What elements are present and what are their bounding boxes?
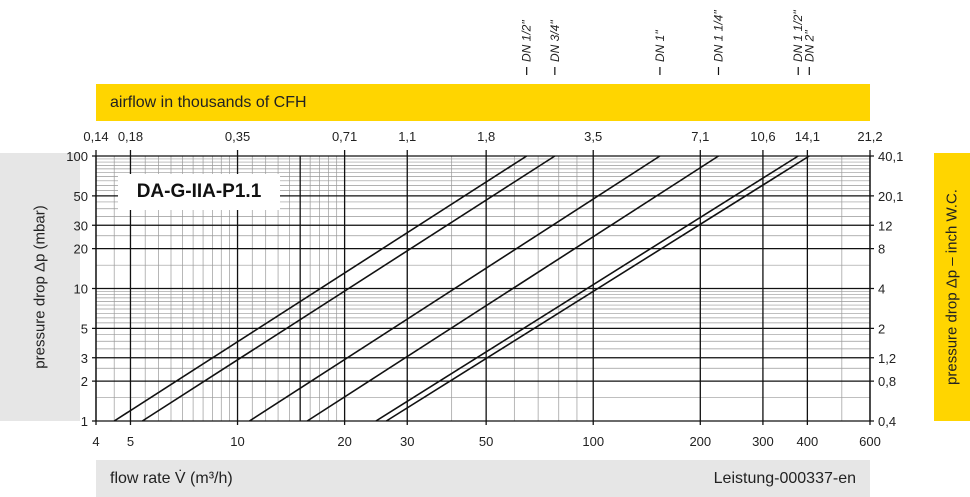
x-tick-label: 50 — [479, 434, 493, 449]
x-tick-label: 400 — [797, 434, 819, 449]
y-tick-label: 1 — [81, 414, 88, 429]
series-line — [385, 155, 810, 422]
x-tick-label: 300 — [752, 434, 774, 449]
y2-tick-label: 8 — [878, 242, 885, 257]
series-label: DN 3/4" — [548, 20, 562, 62]
x2-tick-label: 10,6 — [750, 129, 775, 144]
x2-tick-label: 21,2 — [857, 129, 882, 144]
x-tick-label: 600 — [859, 434, 881, 449]
y-axis-label-box: pressure drop Δp (mbar) — [0, 153, 80, 421]
x-tick-label: 10 — [230, 434, 244, 449]
series-label: DN 1" — [653, 30, 667, 62]
document-code: Leistung-000337-en — [713, 470, 856, 487]
chart-title: DA-G-IIA-P1.1 — [118, 174, 280, 210]
x2-tick-label: 3,5 — [584, 129, 602, 144]
series-line — [141, 155, 556, 422]
x2-tick-label: 14,1 — [795, 129, 820, 144]
y2-axis-label-box: pressure drop Δp – inch W.C. — [934, 153, 970, 421]
x2-tick-label: 0,35 — [225, 129, 250, 144]
y-tick-label: 20 — [74, 242, 88, 257]
x2-tick-label: 0,14 — [83, 129, 108, 144]
x-tick-label: 5 — [127, 434, 134, 449]
series-label: DN 1/2" — [520, 20, 534, 62]
series-line — [375, 155, 799, 422]
x2-tick-label: 1,1 — [398, 129, 416, 144]
y-tick-label: 30 — [74, 218, 88, 233]
x2-tick-label: 7,1 — [691, 129, 709, 144]
series-line — [113, 155, 528, 422]
x-tick-label: 200 — [689, 434, 711, 449]
y-tick-label: 100 — [66, 149, 88, 164]
x-tick-label: 30 — [400, 434, 414, 449]
y2-tick-label: 4 — [878, 282, 885, 297]
y2-tick-label: 0,8 — [878, 374, 896, 389]
bottom-bar: flow rate V̇ (m³/h) Leistung-000337-en — [96, 460, 870, 497]
x-tick-label: 20 — [337, 434, 351, 449]
y-tick-label: 10 — [74, 282, 88, 297]
y2-tick-label: 12 — [878, 218, 892, 233]
y-tick-label: 2 — [81, 374, 88, 389]
y2-tick-label: 1,2 — [878, 351, 896, 366]
series-line — [248, 155, 661, 422]
series-line — [306, 155, 719, 422]
x2-axis-label: airflow in thousands of CFH — [96, 84, 870, 121]
y-tick-label: 5 — [81, 321, 88, 336]
x2-tick-label: 0,18 — [118, 129, 143, 144]
series-label: DN 1 1/4" — [711, 10, 725, 62]
x-axis-label: flow rate V̇ (m³/h) — [110, 470, 233, 487]
y2-tick-label: 20,1 — [878, 189, 903, 204]
x-tick-label: 4 — [92, 434, 99, 449]
y2-tick-label: 2 — [878, 321, 885, 336]
x-tick-label: 100 — [582, 434, 604, 449]
y2-tick-label: 40,1 — [878, 149, 903, 164]
y2-tick-label: 0,4 — [878, 414, 896, 429]
series-label: DN 2" — [802, 30, 816, 62]
series-label: DN 1 1/2" — [791, 10, 805, 62]
x2-tick-label: 1,8 — [477, 129, 495, 144]
x2-tick-label: 0,71 — [332, 129, 357, 144]
y-tick-label: 50 — [74, 189, 88, 204]
y-tick-label: 3 — [81, 351, 88, 366]
